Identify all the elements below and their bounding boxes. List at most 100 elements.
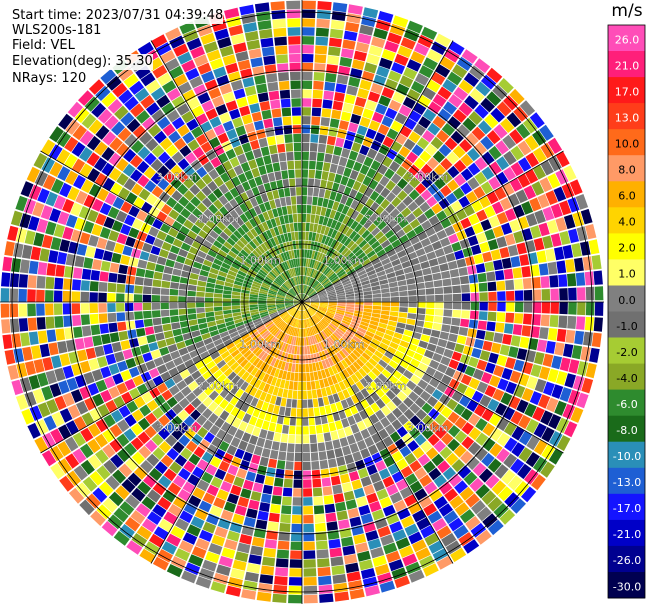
range-gate bbox=[389, 315, 398, 322]
range-gate bbox=[130, 437, 144, 451]
range-gate bbox=[322, 198, 329, 208]
range-gate bbox=[235, 388, 244, 399]
range-gate bbox=[448, 233, 459, 244]
range-gate bbox=[287, 389, 293, 399]
range-gate bbox=[15, 394, 29, 410]
range-gate bbox=[540, 276, 550, 288]
range-gate bbox=[243, 361, 252, 371]
range-gate bbox=[367, 223, 377, 233]
range-gate bbox=[322, 216, 329, 226]
range-gate bbox=[364, 406, 375, 417]
range-gate bbox=[280, 311, 288, 318]
range-gate bbox=[289, 416, 296, 426]
range-gate bbox=[425, 366, 436, 377]
range-gate bbox=[475, 263, 486, 274]
range-gate bbox=[486, 321, 496, 332]
range-gate bbox=[350, 210, 360, 220]
range-gate bbox=[108, 167, 122, 182]
range-gate bbox=[345, 366, 354, 376]
range-gate bbox=[355, 302, 364, 305]
range-gate bbox=[57, 341, 68, 354]
range-gate bbox=[175, 255, 186, 264]
range-gate bbox=[524, 403, 537, 418]
range-gate bbox=[142, 352, 153, 363]
range-gate bbox=[89, 471, 104, 486]
range-gate bbox=[100, 260, 111, 272]
range-gate bbox=[302, 408, 308, 417]
range-gate bbox=[445, 341, 456, 351]
range-gate bbox=[505, 312, 515, 323]
range-gate bbox=[214, 526, 228, 538]
range-gate bbox=[368, 357, 378, 367]
range-gate bbox=[288, 594, 302, 604]
range-gate bbox=[412, 241, 423, 251]
range-gate bbox=[245, 274, 255, 281]
range-gate bbox=[338, 465, 348, 475]
range-gate bbox=[419, 201, 431, 213]
range-gate bbox=[199, 269, 209, 277]
range-gate bbox=[191, 433, 203, 446]
range-gate bbox=[330, 219, 338, 229]
range-gate bbox=[314, 54, 327, 64]
range-gate bbox=[221, 335, 231, 343]
range-gate bbox=[179, 320, 190, 328]
range-gate bbox=[348, 341, 357, 349]
colorbar-tick-label: 8.0 bbox=[618, 164, 636, 177]
range-gate bbox=[265, 276, 274, 283]
range-gate bbox=[30, 246, 41, 261]
range-gate bbox=[263, 343, 271, 352]
range-gate bbox=[258, 297, 267, 301]
range-gate bbox=[336, 307, 346, 311]
range-gate bbox=[406, 364, 417, 374]
range-gate bbox=[386, 272, 396, 279]
range-gate bbox=[279, 523, 291, 532]
range-gate bbox=[284, 300, 294, 302]
range-gate bbox=[146, 193, 158, 206]
range-gate bbox=[191, 240, 202, 250]
range-gate bbox=[559, 230, 571, 245]
range-gate bbox=[454, 430, 468, 444]
range-gate bbox=[381, 87, 395, 99]
range-gate bbox=[294, 328, 298, 337]
range-gate bbox=[408, 189, 420, 201]
range-gate bbox=[270, 413, 278, 423]
range-gate bbox=[364, 62, 378, 74]
range-gate bbox=[252, 482, 264, 493]
range-gate bbox=[399, 340, 410, 349]
range-gate bbox=[399, 486, 413, 499]
range-gate bbox=[439, 263, 449, 272]
range-gate bbox=[346, 252, 355, 261]
range-gate bbox=[289, 559, 302, 568]
range-gate bbox=[313, 315, 320, 323]
range-gate bbox=[540, 461, 555, 478]
range-gate bbox=[278, 531, 290, 541]
range-gate bbox=[562, 244, 574, 259]
range-gate bbox=[509, 129, 524, 145]
range-gate bbox=[420, 440, 433, 453]
range-gate bbox=[452, 302, 462, 310]
range-gate bbox=[18, 318, 29, 332]
range-gate bbox=[258, 305, 267, 309]
range-gate bbox=[357, 270, 367, 277]
range-gate bbox=[357, 33, 372, 45]
range-gate bbox=[213, 293, 223, 298]
range-gate bbox=[215, 342, 226, 351]
range-gate bbox=[303, 310, 306, 319]
range-gate bbox=[310, 125, 320, 135]
range-gate bbox=[401, 334, 412, 343]
range-gate bbox=[161, 353, 173, 364]
range-gate bbox=[479, 292, 488, 301]
range-gate bbox=[478, 311, 488, 321]
range-gate bbox=[250, 331, 259, 339]
range-gate bbox=[453, 524, 469, 539]
range-gate bbox=[88, 234, 99, 247]
range-gate bbox=[450, 130, 464, 144]
range-gate bbox=[210, 244, 220, 254]
range-gate bbox=[249, 294, 259, 298]
colorbar-unit: m/s bbox=[611, 1, 642, 21]
range-gate bbox=[313, 407, 320, 417]
range-gate bbox=[363, 262, 373, 270]
range-gate bbox=[272, 386, 279, 396]
range-gate bbox=[567, 273, 577, 287]
range-gate bbox=[205, 292, 214, 298]
